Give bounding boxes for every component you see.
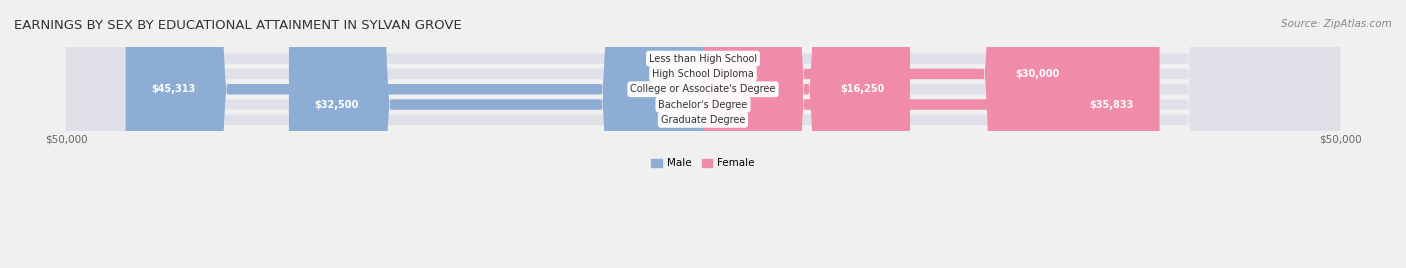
Text: $0: $0 <box>665 54 678 64</box>
Text: $0: $0 <box>665 115 678 125</box>
FancyBboxPatch shape <box>66 0 1340 268</box>
Text: College or Associate's Degree: College or Associate's Degree <box>630 84 776 94</box>
FancyBboxPatch shape <box>66 0 1340 268</box>
Text: $0: $0 <box>728 54 741 64</box>
Text: $30,000: $30,000 <box>1015 69 1060 79</box>
Legend: Male, Female: Male, Female <box>647 154 759 172</box>
FancyBboxPatch shape <box>703 0 1160 268</box>
Text: Source: ZipAtlas.com: Source: ZipAtlas.com <box>1281 19 1392 29</box>
FancyBboxPatch shape <box>66 0 1340 268</box>
Text: $16,250: $16,250 <box>841 84 884 94</box>
Text: $0: $0 <box>728 115 741 125</box>
FancyBboxPatch shape <box>66 0 1340 268</box>
FancyBboxPatch shape <box>703 0 1085 268</box>
FancyBboxPatch shape <box>703 0 910 268</box>
Text: $45,313: $45,313 <box>152 84 195 94</box>
Text: Bachelor's Degree: Bachelor's Degree <box>658 99 748 110</box>
Text: $0: $0 <box>665 69 678 79</box>
Text: $35,833: $35,833 <box>1090 99 1135 110</box>
Text: High School Diploma: High School Diploma <box>652 69 754 79</box>
FancyBboxPatch shape <box>288 0 703 268</box>
Text: $32,500: $32,500 <box>315 99 359 110</box>
Text: Graduate Degree: Graduate Degree <box>661 115 745 125</box>
Text: EARNINGS BY SEX BY EDUCATIONAL ATTAINMENT IN SYLVAN GROVE: EARNINGS BY SEX BY EDUCATIONAL ATTAINMEN… <box>14 19 461 32</box>
FancyBboxPatch shape <box>66 0 1340 268</box>
Text: Less than High School: Less than High School <box>650 54 756 64</box>
FancyBboxPatch shape <box>125 0 703 268</box>
